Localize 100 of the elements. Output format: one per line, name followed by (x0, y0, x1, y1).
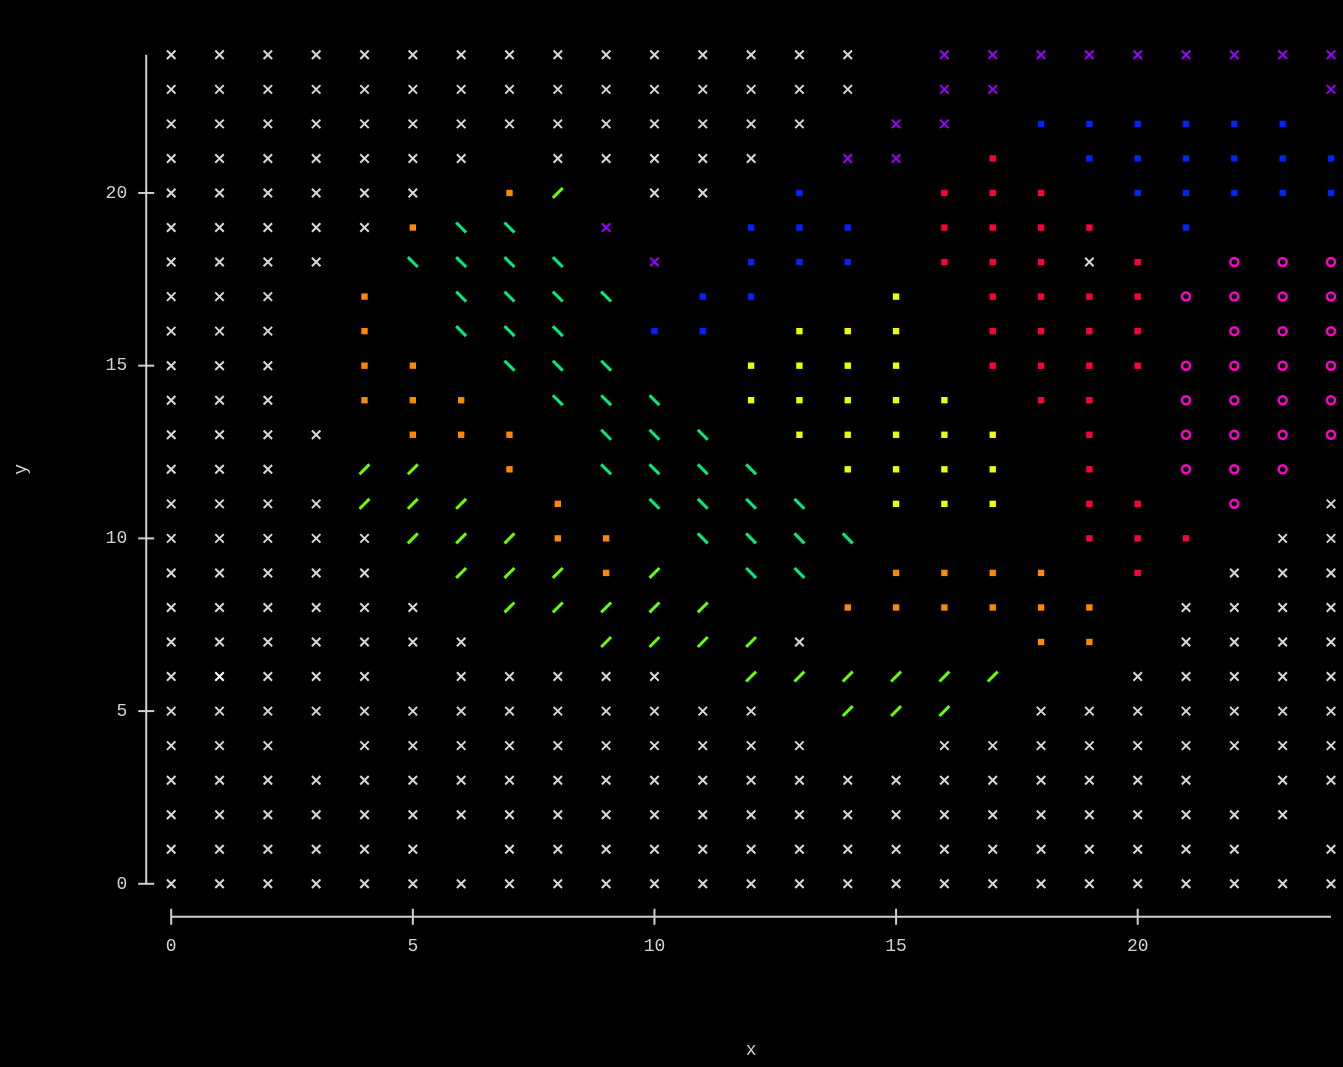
point (1325, 325, 1337, 337)
y-tick-label: 15 (105, 355, 128, 376)
y-tick-label: 5 (116, 700, 128, 721)
point (989, 604, 996, 611)
point (941, 224, 948, 231)
point (1037, 224, 1045, 231)
point (1277, 325, 1288, 337)
point (1231, 120, 1238, 128)
point (1086, 293, 1093, 300)
point (1279, 189, 1286, 197)
point (939, 84, 950, 95)
point (796, 362, 803, 369)
point (506, 189, 513, 197)
point (1037, 293, 1045, 300)
point (1086, 224, 1093, 231)
x-tick-label: 0 (165, 936, 177, 957)
point (1229, 256, 1240, 268)
point (1229, 291, 1240, 302)
point (1229, 360, 1240, 371)
point (1086, 431, 1093, 438)
point (361, 293, 368, 300)
point (1134, 293, 1141, 300)
point (989, 362, 996, 369)
point (796, 397, 803, 404)
point (600, 222, 612, 233)
point (1325, 394, 1337, 406)
point (1182, 224, 1190, 231)
point (1325, 49, 1337, 61)
point (941, 431, 948, 438)
point (361, 327, 368, 335)
point (1086, 327, 1093, 335)
point (1327, 155, 1335, 162)
point (1086, 155, 1093, 162)
point (1084, 49, 1095, 61)
point (1231, 189, 1238, 197)
point (892, 362, 900, 369)
x-axis-title: x (745, 1039, 757, 1060)
point (1229, 464, 1240, 475)
point (1279, 155, 1286, 162)
point (409, 362, 417, 369)
point (1277, 291, 1288, 302)
point (1277, 394, 1288, 406)
x-tick-label: 5 (407, 936, 419, 957)
point (1277, 49, 1288, 61)
point (1037, 604, 1045, 611)
point (361, 397, 368, 404)
point (1277, 429, 1288, 441)
point (1182, 155, 1190, 162)
point (747, 224, 755, 231)
point (1229, 394, 1240, 406)
point (1134, 362, 1141, 369)
y-tick-label: 10 (105, 528, 128, 549)
point (1134, 155, 1141, 162)
point (1132, 49, 1143, 61)
point (1180, 291, 1192, 302)
point (1229, 498, 1240, 510)
point (1277, 256, 1288, 268)
point (941, 569, 948, 577)
point (506, 466, 513, 473)
point (844, 224, 851, 231)
point (989, 293, 996, 300)
point (1086, 362, 1093, 369)
x-tick-label: 10 (643, 936, 666, 957)
point (1035, 49, 1047, 61)
point (890, 118, 902, 130)
point (939, 49, 950, 61)
point (844, 362, 851, 369)
point (796, 189, 803, 197)
point (987, 49, 998, 61)
x-tick-label: 15 (885, 936, 907, 957)
x-tick-label: 20 (1126, 936, 1149, 957)
point (796, 258, 803, 266)
point (1231, 155, 1238, 162)
point (1325, 429, 1337, 441)
point (1325, 360, 1337, 371)
point (796, 431, 803, 438)
point (1229, 49, 1240, 61)
point (1229, 429, 1240, 441)
point (699, 293, 706, 300)
point (892, 604, 900, 611)
point (941, 258, 948, 266)
point (1325, 84, 1337, 95)
point (1180, 360, 1192, 371)
point (892, 293, 900, 300)
point (1277, 464, 1288, 475)
point (844, 604, 851, 611)
point (989, 155, 996, 162)
point (941, 604, 948, 611)
y-axis-title: y (10, 463, 31, 475)
point (939, 118, 950, 130)
point (1229, 325, 1240, 337)
point (602, 535, 610, 542)
point (987, 84, 998, 95)
point (409, 224, 417, 231)
point (1325, 256, 1337, 268)
point (1180, 464, 1192, 475)
point (651, 327, 658, 335)
point (1134, 535, 1141, 542)
point (1277, 360, 1288, 371)
point (1086, 397, 1093, 404)
